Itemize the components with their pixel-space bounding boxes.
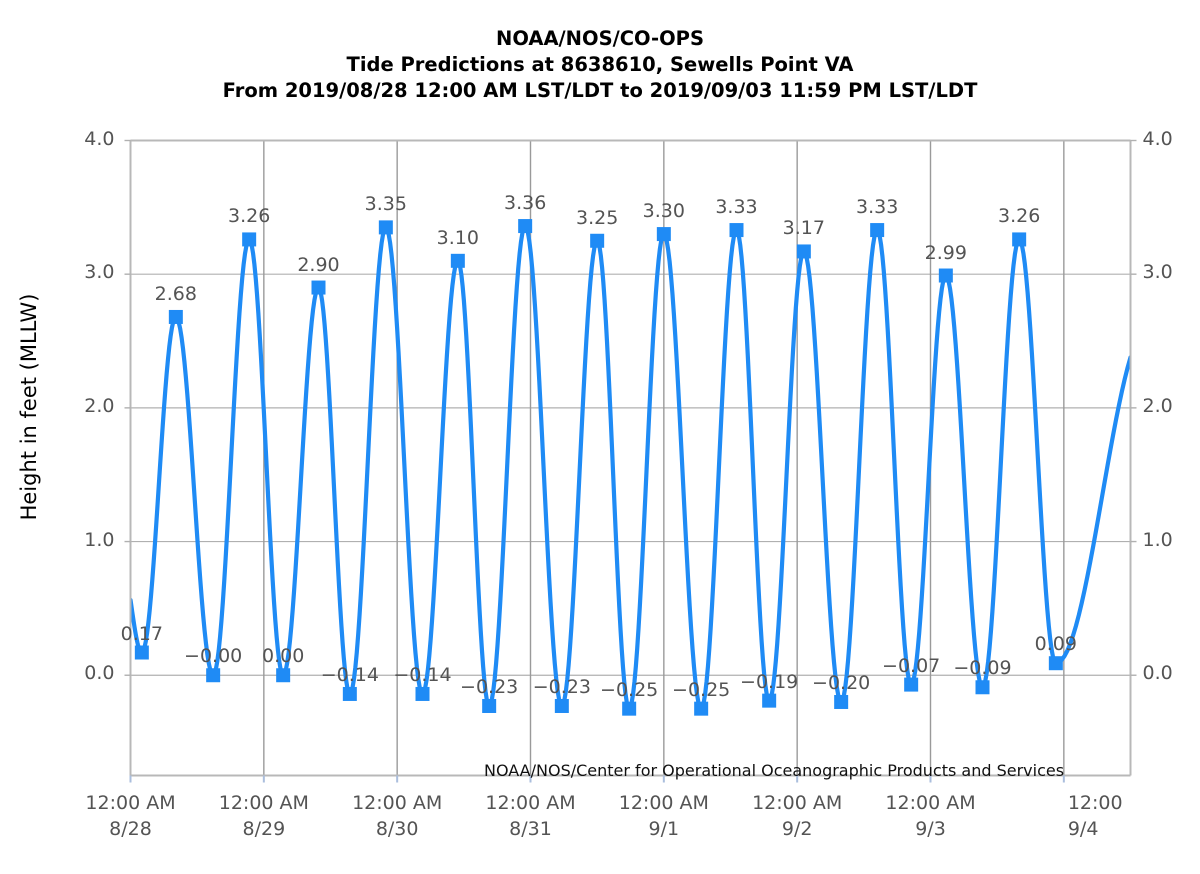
x-tick-date: 8/29 <box>242 817 286 840</box>
data-point-marker-low <box>554 698 569 713</box>
data-point-marker-high <box>590 233 605 248</box>
data-point-label-high: 3.33 <box>856 196 899 219</box>
x-tick-label: 12:00 AM 8/31 <box>471 790 591 842</box>
data-point-marker-low <box>1048 656 1063 671</box>
data-point-marker-low <box>206 668 221 683</box>
x-tick-time: 12:00 <box>1067 791 1123 814</box>
x-tick-time: 12:00 AM <box>618 791 709 814</box>
data-point-label-low: −0.23 <box>460 675 519 698</box>
data-point-marker-high <box>729 223 744 238</box>
data-point-marker-low <box>134 645 149 660</box>
data-point-label-low: 0.00 <box>262 645 305 668</box>
data-point-label-low: −0.09 <box>953 657 1012 680</box>
data-point-marker-low <box>762 693 777 708</box>
x-tick-time: 12:00 AM <box>352 791 443 814</box>
data-point-marker-high <box>311 280 326 295</box>
data-point-marker-low <box>834 694 849 709</box>
data-point-marker-low <box>482 698 497 713</box>
data-point-marker-high <box>656 227 671 242</box>
x-tick-time: 12:00 AM <box>85 791 176 814</box>
y-tick-label-left: 1.0 <box>84 528 115 551</box>
data-point-marker-low <box>342 686 357 701</box>
data-point-marker-high <box>870 223 885 238</box>
tide-curve <box>130 223 1131 711</box>
x-tick-date: 8/28 <box>109 817 152 840</box>
data-point-marker-low <box>276 668 291 683</box>
data-point-label-high: 2.90 <box>297 253 340 276</box>
y-tick-label-left: 0.0 <box>84 662 115 685</box>
data-point-marker-low <box>904 677 919 692</box>
y-tick-label-right: 2.0 <box>1142 394 1173 417</box>
data-point-label-high: 3.30 <box>642 200 685 223</box>
data-point-marker-high <box>938 268 953 283</box>
y-tick-label-left: 3.0 <box>84 261 115 284</box>
data-point-marker-low <box>694 701 709 716</box>
data-point-label-high: 3.26 <box>228 205 271 228</box>
data-point-marker-high <box>242 232 257 247</box>
data-point-label-high: 3.17 <box>782 217 825 240</box>
data-point-label-low: −0.20 <box>812 671 871 694</box>
x-tick-date: 9/2 <box>781 817 813 840</box>
data-point-label-high: 3.33 <box>715 196 758 219</box>
x-tick-date: 8/30 <box>375 817 419 840</box>
data-point-marker-high <box>518 219 533 234</box>
y-tick-label-right: 4.0 <box>1142 127 1173 150</box>
x-tick-label: 12:00 AM 8/28 <box>71 790 191 842</box>
axis-spines <box>129 139 1132 777</box>
x-tick-date: 9/3 <box>915 817 946 840</box>
axis-ticks <box>124 139 1137 783</box>
data-point-label-low: −0.25 <box>672 678 731 701</box>
x-tick-date: 9/4 <box>1067 817 1099 840</box>
x-tick-time: 12:00 AM <box>752 791 843 814</box>
data-point-marker-low <box>415 686 430 701</box>
data-point-label-low: −0.00 <box>184 645 243 668</box>
y-tick-label-right: 1.0 <box>1142 528 1173 551</box>
data-point-label-high: 3.36 <box>504 192 547 215</box>
x-tick-time: 12:00 AM <box>885 791 976 814</box>
x-tick-label: 12:00 AM 8/29 <box>204 790 324 842</box>
data-point-label-low: −0.14 <box>320 663 379 686</box>
data-point-marker-high <box>378 220 393 235</box>
data-point-label-low: 0.17 <box>120 622 163 645</box>
data-point-label-high: 3.35 <box>364 193 407 216</box>
data-point-label-low: −0.19 <box>740 670 799 693</box>
data-point-label-low: −0.14 <box>393 663 452 686</box>
data-point-label-high: 3.10 <box>436 226 479 249</box>
data-point-label-high: 3.25 <box>576 206 619 229</box>
data-point-label-low: 0.09 <box>1034 633 1077 656</box>
data-point-marker-high <box>796 244 811 259</box>
data-point-label-high: 2.99 <box>924 241 967 264</box>
x-tick-date: 9/1 <box>648 817 680 840</box>
x-tick-label: 12:00 AM 9/2 <box>737 790 857 842</box>
data-point-label-high: 3.26 <box>998 205 1041 228</box>
x-tick-time: 12:00 AM <box>218 791 309 814</box>
y-tick-label-right: 3.0 <box>1142 261 1173 284</box>
y-tick-label-left: 4.0 <box>84 127 115 150</box>
data-point-label-low: −0.25 <box>600 678 659 701</box>
y-tick-label-left: 2.0 <box>84 394 115 417</box>
data-point-marker-low <box>622 701 637 716</box>
gridlines-vertical <box>263 140 1065 776</box>
x-tick-time: 12:00 AM <box>485 791 576 814</box>
data-point-label-low: −0.07 <box>882 654 941 677</box>
data-point-marker-high <box>450 253 465 268</box>
x-tick-date: 8/31 <box>509 817 552 840</box>
x-tick-label: 12:00 AM 9/3 <box>871 790 991 842</box>
data-point-marker-high <box>1012 232 1027 247</box>
footer-credit: NOAA/NOS/Center for Operational Oceanogr… <box>484 761 1065 780</box>
x-tick-label: 12:00 AM 9/1 <box>604 790 724 842</box>
data-point-label-high: 2.68 <box>154 282 197 305</box>
y-tick-label-right: 0.0 <box>1142 662 1173 685</box>
data-point-label-low: −0.23 <box>532 675 591 698</box>
x-tick-label: 12:00 AM 8/30 <box>337 790 457 842</box>
data-point-marker-low <box>975 680 990 695</box>
data-point-marker-high <box>168 309 183 324</box>
data-point-markers <box>134 219 1063 716</box>
x-tick-label: 12:00 9/4 <box>1068 790 1138 842</box>
